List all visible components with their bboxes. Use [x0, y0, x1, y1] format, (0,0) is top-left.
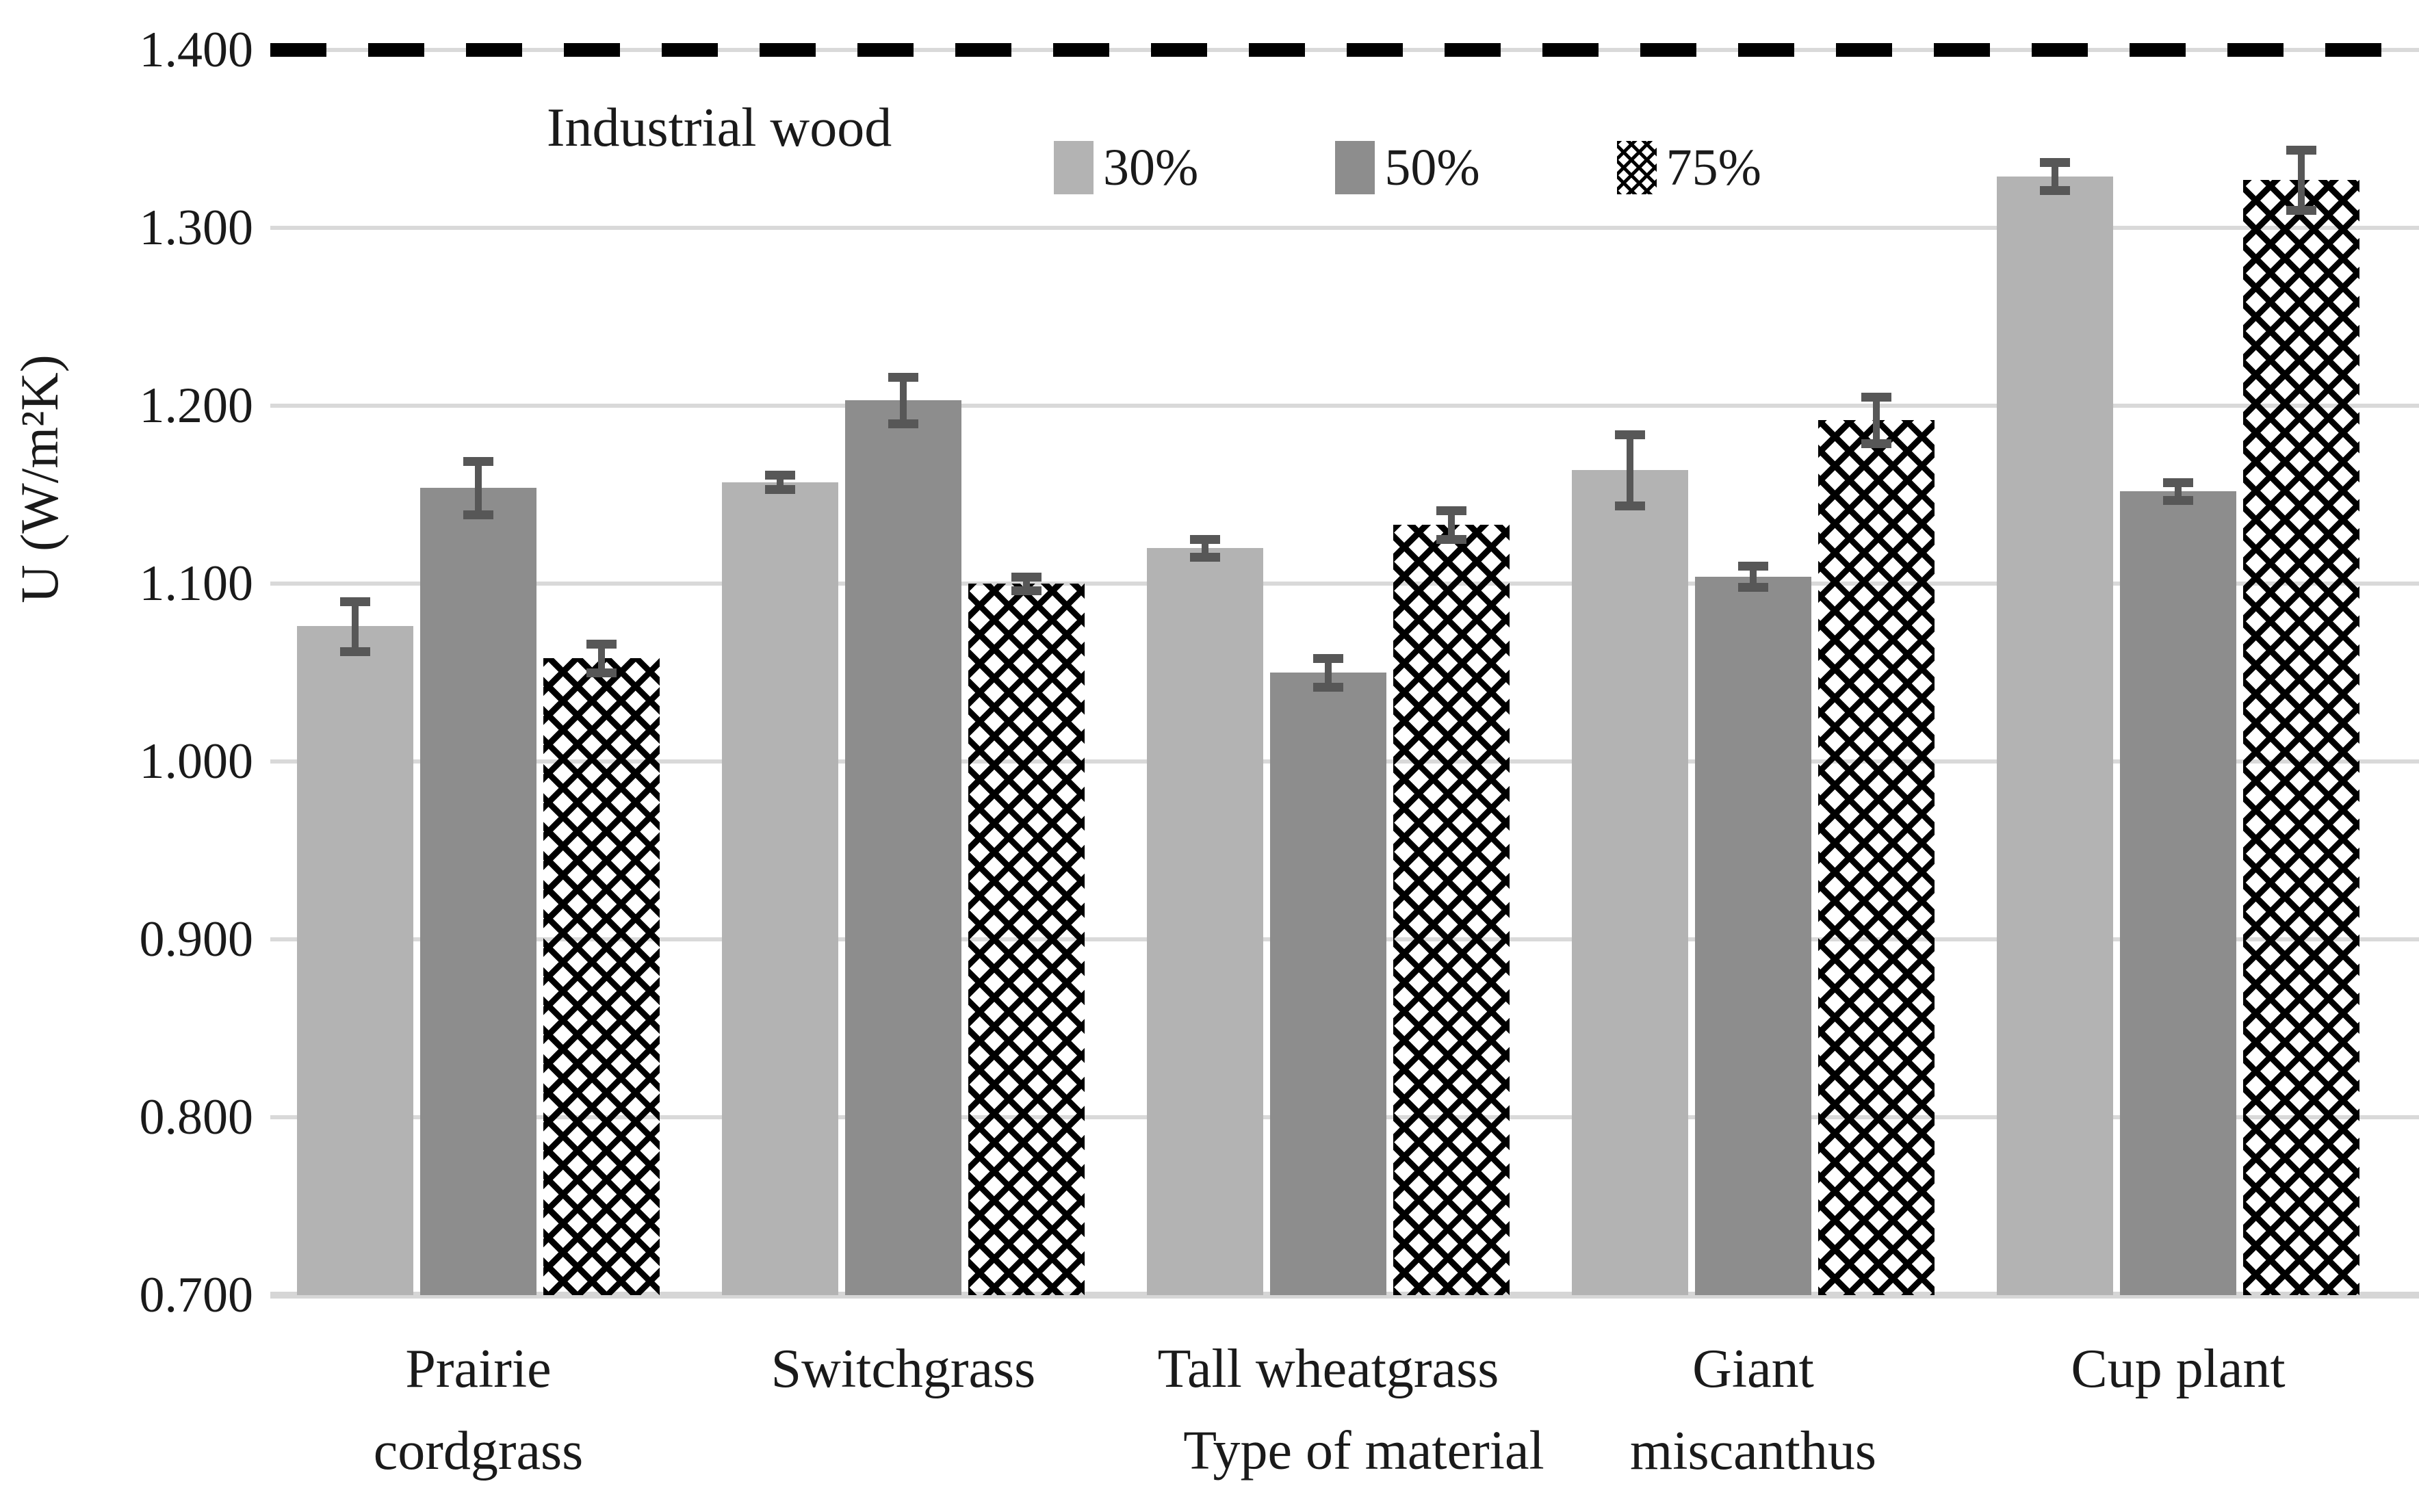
category-label-line: Giant: [1692, 1339, 1814, 1399]
legend-label: 75%: [1666, 139, 1761, 196]
category-label-line: Switchgrass: [771, 1339, 1036, 1399]
error-bar: [2298, 149, 2305, 210]
error-bar: [598, 644, 605, 673]
bar: [845, 400, 961, 1295]
x-axis-title: Type of material: [1183, 1420, 1544, 1481]
bar: [968, 584, 1085, 1295]
error-bar-cap: [2163, 478, 2193, 487]
error-bar-cap: [463, 510, 493, 519]
legend-swatch-30pct: [1054, 141, 1094, 194]
legend-swatch-75pct: [1616, 141, 1657, 194]
category-label: Cup plant: [1959, 1328, 2397, 1410]
error-bar-cap: [1436, 535, 1466, 544]
error-bar-cap: [888, 373, 918, 382]
error-bar-cap: [1011, 572, 1042, 582]
legend: 30% 50% 75%: [1054, 140, 1761, 195]
error-bar-cap: [2163, 495, 2193, 505]
bar: [2243, 179, 2359, 1295]
error-bar-cap: [1313, 654, 1343, 664]
bar: [297, 626, 413, 1295]
legend-label: 30%: [1103, 139, 1199, 196]
error-bar-cap: [340, 647, 370, 656]
error-bar: [352, 601, 359, 651]
error-bar-cap: [2286, 206, 2316, 215]
y-tick-label: 1.300: [139, 200, 254, 256]
gridline: [270, 226, 2419, 230]
bar: [1393, 525, 1510, 1295]
error-bar-cap: [1313, 682, 1343, 692]
y-tick-label: 1.400: [139, 22, 254, 78]
error-bar-cap: [586, 668, 617, 677]
y-axis-title: U (W/m²K): [10, 354, 69, 603]
y-tick-label: 0.700: [139, 1267, 254, 1323]
legend-swatch-50pct: [1335, 141, 1375, 194]
category-label-line: Cup plant: [2071, 1339, 2286, 1399]
error-bar-cap: [2286, 145, 2316, 155]
error-bar-cap: [1615, 430, 1645, 439]
error-bar: [1750, 566, 1757, 588]
y-tick-label: 1.200: [139, 378, 254, 434]
gridline: [270, 404, 2419, 408]
error-bar: [2175, 482, 2182, 500]
y-tick-label: 1.100: [139, 556, 254, 612]
error-bar: [1873, 397, 1880, 443]
bar: [722, 482, 838, 1295]
bar: [420, 487, 536, 1295]
bar: [1147, 548, 1263, 1295]
category-label-line: Prairie: [405, 1339, 552, 1399]
bar: [1572, 469, 1688, 1295]
legend-item: 50%: [1335, 139, 1480, 196]
y-tick-label: 0.900: [139, 911, 254, 967]
error-bar-cap: [1436, 506, 1466, 516]
error-bar-cap: [586, 640, 617, 649]
bar: [2120, 491, 2236, 1295]
category-label-line: Tall wheatgrass: [1157, 1339, 1499, 1399]
error-bar-cap: [888, 419, 918, 428]
error-bar: [900, 377, 907, 423]
legend-item: 30%: [1054, 140, 1198, 195]
error-bar-cap: [1615, 501, 1645, 510]
error-bar-cap: [765, 471, 795, 480]
reference-line: [270, 43, 2419, 57]
error-bar-cap: [765, 485, 795, 495]
error-bar-cap: [1190, 535, 1220, 544]
category-label: Prairie cordgrass: [259, 1328, 697, 1492]
error-bar: [1325, 658, 1332, 687]
category-label: Tall wheatgrass: [1109, 1328, 1547, 1410]
error-bar-cap: [1861, 439, 1891, 448]
category-label: Giant miscanthus: [1534, 1328, 1972, 1492]
error-bar: [1448, 510, 1455, 539]
error-bar: [777, 475, 784, 490]
error-bar: [1202, 539, 1208, 557]
legend-label: 50%: [1384, 139, 1480, 196]
y-tick-label: 0.800: [139, 1089, 254, 1145]
error-bar: [1627, 434, 1633, 506]
gridline: [270, 582, 2419, 586]
bar: [1270, 673, 1386, 1295]
error-bar-cap: [2040, 157, 2070, 167]
error-bar-cap: [340, 597, 370, 606]
error-bar-cap: [1011, 586, 1042, 596]
category-label-line: miscanthus: [1630, 1421, 1876, 1481]
error-bar-cap: [1738, 583, 1768, 592]
y-tick-label: 1.000: [139, 733, 254, 790]
bar: [1695, 576, 1811, 1295]
error-bar-cap: [1738, 562, 1768, 571]
error-bar-cap: [1190, 553, 1220, 562]
reference-line-label: Industrial wood: [546, 98, 892, 158]
bar: [1818, 419, 1935, 1295]
category-label-line: cordgrass: [373, 1421, 584, 1481]
error-bar: [475, 460, 482, 514]
category-label: Switchgrass: [684, 1328, 1122, 1410]
error-bar: [1023, 576, 1030, 591]
x-axis-line: [270, 1292, 2419, 1299]
error-bar-cap: [1861, 393, 1891, 402]
error-bar-cap: [2040, 186, 2070, 196]
error-bar-cap: [463, 456, 493, 466]
bar: [543, 658, 660, 1295]
error-bar: [2052, 161, 2058, 191]
bar: [1997, 176, 2113, 1295]
legend-item: 75%: [1616, 139, 1761, 196]
